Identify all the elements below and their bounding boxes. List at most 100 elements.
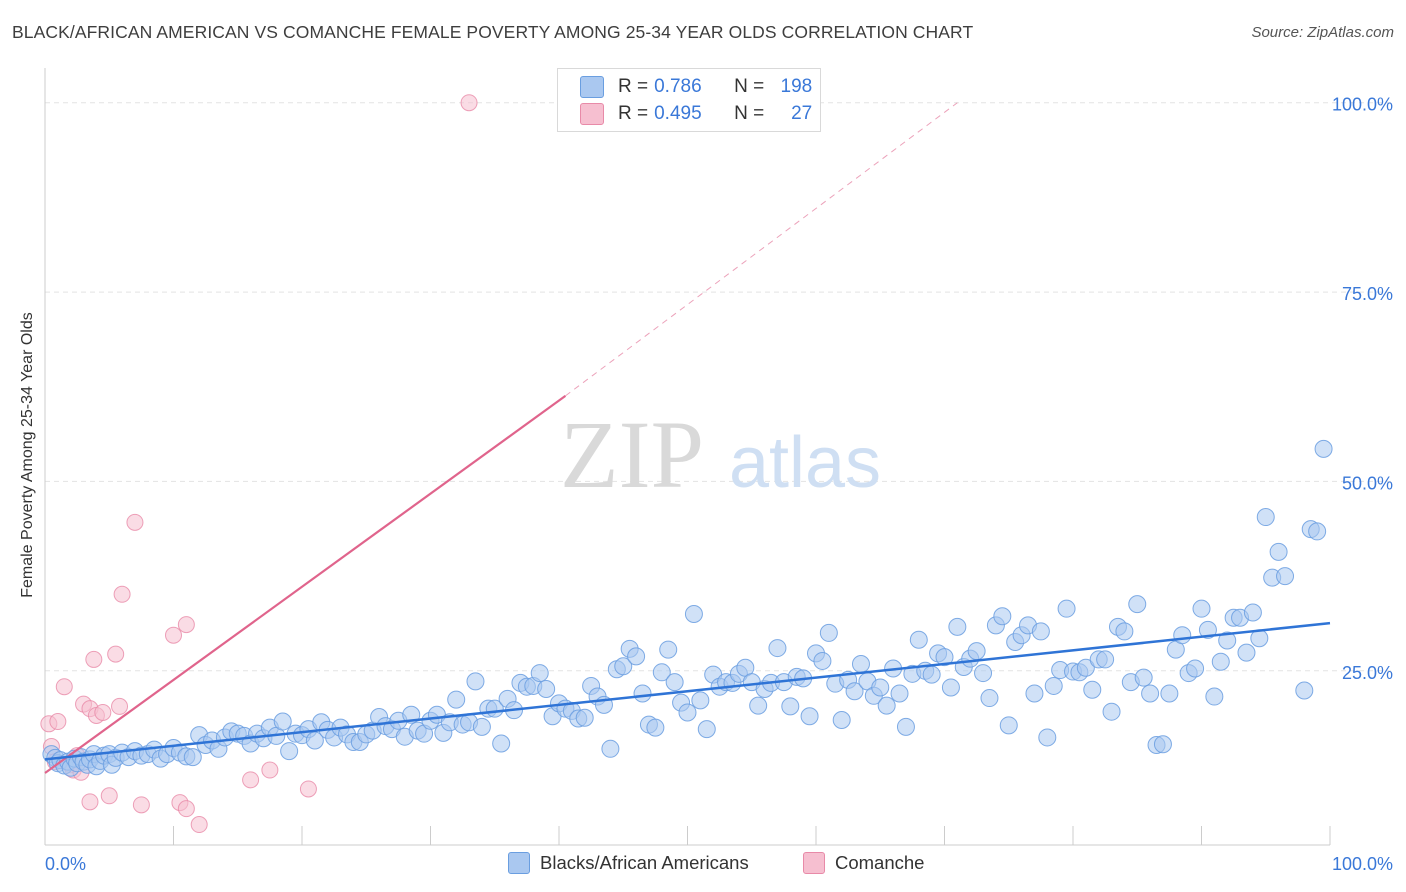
legend-n-label: N = xyxy=(734,103,765,124)
blacks-point xyxy=(941,678,960,697)
comanche-point xyxy=(299,780,317,798)
blacks-point xyxy=(601,739,620,758)
comanche-point xyxy=(107,645,125,663)
blacks-point xyxy=(749,696,768,715)
legend-n-value: 27 xyxy=(791,103,813,124)
comanche-point xyxy=(177,616,195,634)
series-swatch-blue xyxy=(508,852,530,874)
y-tick-label: 50.0% xyxy=(1342,473,1393,493)
series-legend-label: Blacks/African Americans xyxy=(540,852,749,873)
x-tick-labels: 0.0% 100.0% xyxy=(45,854,1393,874)
blacks-point xyxy=(1256,508,1275,527)
blacks-point xyxy=(1115,622,1134,641)
blacks-point xyxy=(697,720,716,739)
legend-r-value: 0.786 xyxy=(654,76,702,97)
legend-r-label: R = xyxy=(618,103,649,124)
blacks-point xyxy=(646,718,665,737)
blacks-point xyxy=(1083,680,1102,699)
comanche-point xyxy=(100,787,118,805)
comanche-point xyxy=(55,678,73,696)
blacks-point xyxy=(1269,542,1288,561)
blacks-point xyxy=(492,734,511,753)
blacks-point xyxy=(1096,650,1115,669)
grid-lines xyxy=(45,102,1395,672)
blacks-point xyxy=(665,673,684,692)
series-legend: Blacks/African Americans Comanche xyxy=(0,852,1406,876)
comanche-point xyxy=(165,626,182,644)
blacks-point xyxy=(877,696,896,715)
blacks-point xyxy=(1141,684,1160,703)
comanche-point xyxy=(111,697,129,715)
y-tick-label: 25.0% xyxy=(1342,663,1393,683)
blacks-point xyxy=(1237,643,1256,662)
legend-row-blacks: R = 0.786 N = 198 xyxy=(580,74,812,100)
blacks-point xyxy=(1192,599,1211,618)
blacks-point xyxy=(1038,728,1057,747)
blacks-point xyxy=(1186,659,1205,678)
blacks-point xyxy=(1218,631,1237,650)
comanche-point xyxy=(81,793,99,811)
blacks-point xyxy=(1102,702,1121,721)
blacks-trend-line xyxy=(44,621,1331,761)
blacks-point xyxy=(896,717,915,736)
y-tick-label: 75.0% xyxy=(1342,284,1393,304)
blacks-point xyxy=(1031,622,1050,641)
y-tick-label: 100.0% xyxy=(1332,95,1393,115)
y-tick-labels: 25.0% 50.0% 75.0% 100.0% xyxy=(1332,95,1393,683)
watermark-zip: ZIP xyxy=(560,401,704,508)
blacks-point xyxy=(890,684,909,703)
blacks-point xyxy=(845,682,864,701)
source-label: Source: ZipAtlas.com xyxy=(1251,24,1394,41)
blacks-point xyxy=(1025,684,1044,703)
axes xyxy=(44,68,1331,846)
blacks-point xyxy=(1198,620,1217,639)
blacks-point xyxy=(1308,522,1327,541)
blacks-point xyxy=(1211,652,1230,671)
comanche-trend-extension xyxy=(565,102,958,397)
blacks-point xyxy=(691,691,710,710)
blacks-point xyxy=(447,690,466,709)
series-legend-label: Comanche xyxy=(835,852,925,873)
blacks-point xyxy=(1128,595,1147,614)
blacks-point xyxy=(537,679,556,698)
comanche-point xyxy=(190,816,208,834)
blacks-point xyxy=(851,654,870,673)
watermark-atlas: atlas xyxy=(729,423,881,503)
blacks-point xyxy=(575,708,594,727)
blacks-point xyxy=(781,697,800,716)
blacks-point xyxy=(472,717,491,736)
legend-r-label: R = xyxy=(618,76,649,97)
blacks-point xyxy=(1276,567,1295,586)
blacks-point xyxy=(819,623,838,642)
blacks-point xyxy=(633,684,652,703)
blacks-point xyxy=(999,716,1018,735)
series-swatch-pink xyxy=(803,852,825,874)
series-legend-comanche[interactable]: Comanche xyxy=(803,852,924,874)
comanche-point xyxy=(242,771,260,789)
blacks-point xyxy=(1160,684,1179,703)
blacks-point xyxy=(813,651,832,670)
comanche-point xyxy=(113,585,131,603)
blacks-point xyxy=(627,647,646,666)
legend-n-label: N = xyxy=(734,76,765,97)
blacks-point xyxy=(1134,668,1153,687)
comanche-point xyxy=(49,713,67,731)
legend-swatch-pink xyxy=(580,103,604,125)
blacks-point xyxy=(871,678,890,697)
y-axis-label: Female Poverty Among 25-34 Year Olds xyxy=(19,312,36,598)
blacks-point xyxy=(1205,687,1224,706)
blacks-point xyxy=(678,703,697,722)
blacks-point xyxy=(652,663,671,682)
blacks-point xyxy=(967,642,986,661)
blacks-point xyxy=(800,707,819,726)
blacks-point xyxy=(1153,735,1172,754)
comanche-point xyxy=(94,703,112,721)
blacks-point xyxy=(768,639,787,658)
blacks-point xyxy=(1243,603,1262,622)
blacks-point xyxy=(466,672,485,691)
chart-title: BLACK/AFRICAN AMERICAN VS COMANCHE FEMAL… xyxy=(12,22,974,42)
series-legend-blacks[interactable]: Blacks/African Americans xyxy=(508,852,749,874)
blacks-point xyxy=(1295,681,1314,700)
x-tick-label: 0.0% xyxy=(45,854,86,874)
